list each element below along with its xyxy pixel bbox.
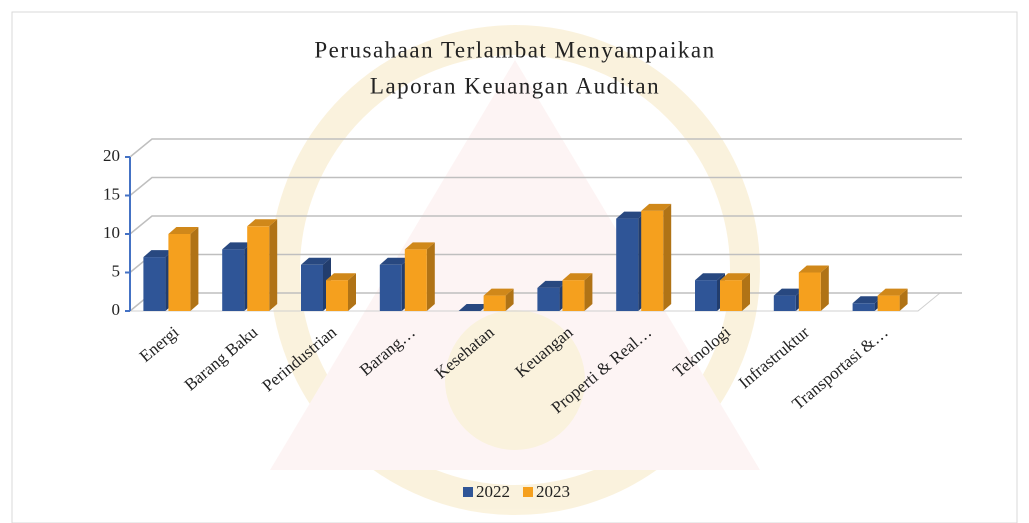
bar-side [820, 265, 829, 311]
bar-side [269, 219, 278, 311]
bar [222, 249, 245, 311]
bar [877, 295, 900, 311]
bar-top [222, 242, 253, 250]
bar-top [773, 288, 804, 296]
legend-label: 2022 [476, 482, 510, 501]
bar-top [641, 203, 672, 211]
bar-top [326, 273, 356, 281]
chart-title: Laporan Keuangan Auditan [370, 73, 660, 98]
bar [852, 303, 875, 311]
bar-top [404, 242, 435, 250]
legend-swatch [463, 487, 473, 497]
bar [168, 234, 191, 311]
bar-side [505, 288, 514, 311]
bar [616, 218, 639, 311]
bar-top [616, 211, 647, 219]
bar [404, 249, 427, 311]
bar-top [483, 288, 514, 296]
bar-top [798, 265, 829, 273]
bar-top [301, 257, 331, 265]
y-tick-label: 0 [112, 300, 121, 319]
watermark [270, 25, 760, 515]
bar-top [379, 257, 410, 265]
bar [247, 226, 270, 311]
bar [720, 280, 742, 311]
bar [379, 264, 402, 311]
bar [562, 280, 585, 311]
bar-side [426, 242, 435, 311]
bar-top [247, 219, 278, 227]
bar-side [190, 227, 199, 311]
bar-top [537, 280, 568, 288]
bar-side [348, 273, 356, 311]
grid-line [129, 176, 962, 197]
bar [143, 257, 166, 311]
bar-top [877, 288, 908, 296]
grid-line [129, 215, 962, 235]
bar-top [458, 304, 489, 311]
grid-line [129, 138, 962, 158]
bar-top [695, 273, 725, 281]
bar [798, 272, 821, 311]
bar [641, 210, 664, 311]
chart-title: Perusahaan Terlambat Menyampaikan [314, 37, 715, 62]
legend-swatch [523, 487, 533, 497]
bar-top [852, 296, 883, 304]
bar-top [720, 273, 750, 281]
y-tick-label: 20 [103, 146, 120, 165]
bar-side [584, 273, 593, 311]
bar-side [663, 203, 672, 311]
y-tick-label: 10 [103, 223, 120, 242]
bar-side [899, 288, 908, 311]
bar-top [168, 227, 199, 234]
y-tick-label: 15 [103, 184, 120, 203]
bar [483, 295, 506, 311]
bar-side [742, 273, 750, 311]
bar-top [562, 273, 593, 281]
bar [773, 295, 796, 311]
bar [695, 280, 717, 311]
bar [537, 287, 560, 311]
y-tick-label: 5 [112, 261, 121, 280]
bar-top [143, 250, 174, 258]
bar [326, 280, 348, 311]
legend-label: 2023 [536, 482, 570, 501]
bar [301, 264, 323, 311]
